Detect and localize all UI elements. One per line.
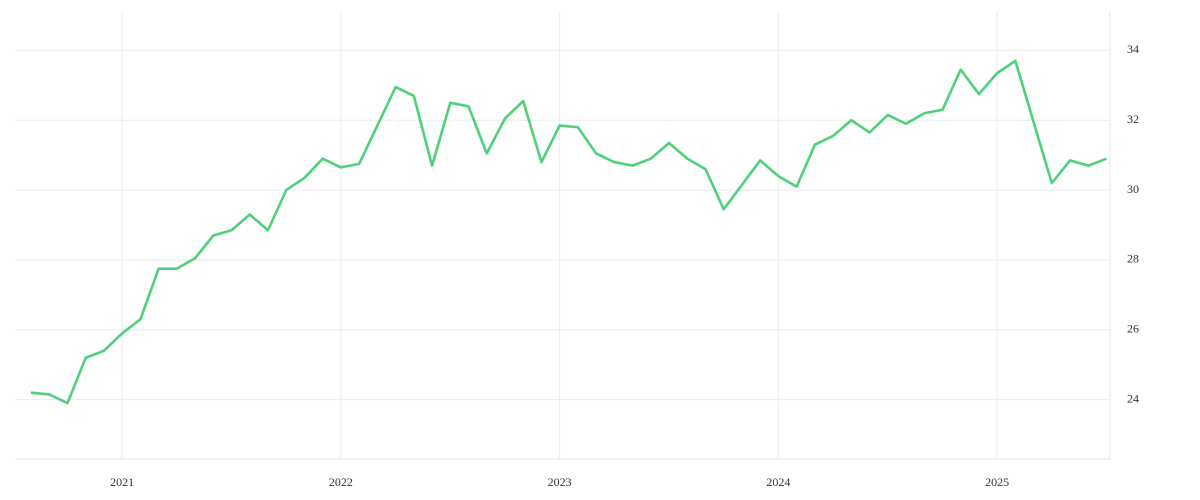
x-tick-label: 2021	[110, 475, 134, 489]
y-tick-label: 26	[1127, 322, 1139, 336]
x-tick-label: 2025	[985, 475, 1009, 489]
x-tick-label: 2024	[766, 475, 790, 489]
x-tick-label: 2023	[548, 475, 572, 489]
y-tick-label: 28	[1127, 252, 1139, 266]
y-tick-label: 24	[1127, 391, 1139, 405]
y-tick-label: 30	[1127, 182, 1139, 196]
x-tick-label: 2022	[329, 475, 353, 489]
y-tick-label: 34	[1127, 42, 1139, 56]
line-series	[30, 59, 1107, 405]
y-tick-label: 32	[1127, 112, 1139, 126]
